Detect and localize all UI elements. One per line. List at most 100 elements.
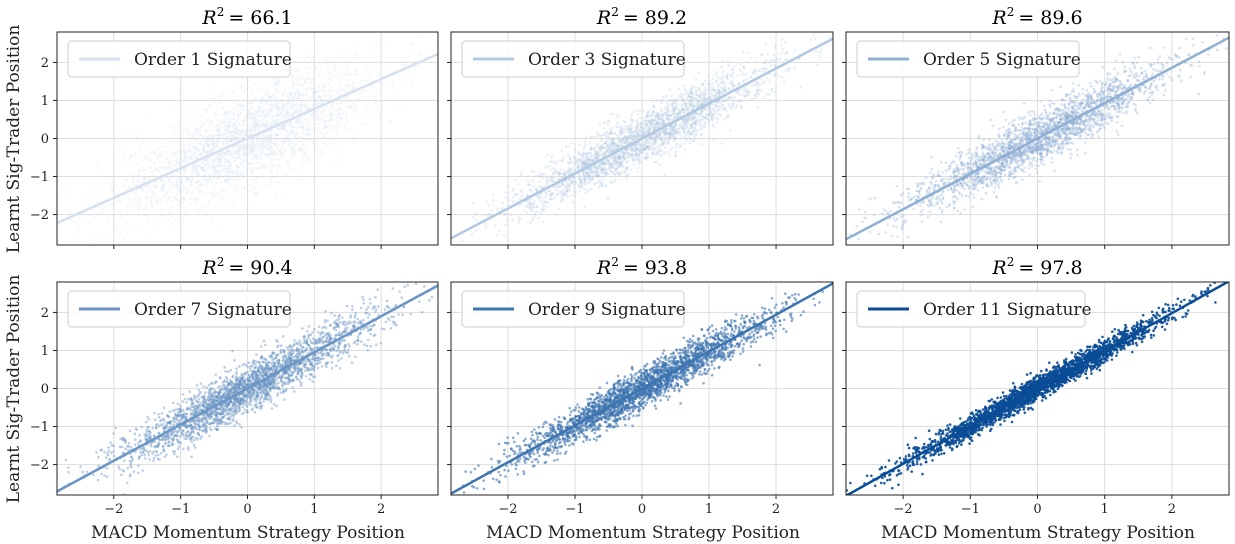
scatter-point xyxy=(654,139,658,143)
scatter-point xyxy=(268,156,272,160)
scatter-point xyxy=(294,136,298,140)
scatter-point xyxy=(273,93,277,96)
scatter-point xyxy=(614,147,617,151)
scatter-point xyxy=(184,148,188,151)
scatter-point xyxy=(563,186,566,190)
scatter-point xyxy=(642,116,646,120)
scatter-point xyxy=(223,164,227,168)
scatter-point xyxy=(259,101,262,105)
scatter-point xyxy=(187,158,191,161)
scatter-point xyxy=(254,175,258,179)
scatter-point xyxy=(375,75,379,78)
scatter-point xyxy=(185,190,189,193)
scatter-point xyxy=(96,201,99,204)
scatter-point xyxy=(250,148,254,152)
scatter-point xyxy=(667,108,670,111)
scatter-point xyxy=(679,144,683,148)
scatter-point xyxy=(731,81,734,84)
scatter-point xyxy=(268,139,272,143)
scatter-point xyxy=(223,152,227,156)
scatter-point xyxy=(253,120,257,123)
scatter-point xyxy=(190,142,193,145)
scatter-point xyxy=(585,152,589,155)
scatter-point xyxy=(620,132,623,135)
scatter-point xyxy=(170,182,174,186)
scatter-point xyxy=(256,181,260,185)
scatter-point xyxy=(230,139,233,142)
scatter-point xyxy=(690,101,694,105)
scatter-point xyxy=(600,171,603,174)
scatter-point xyxy=(186,178,189,181)
scatter-point xyxy=(245,145,249,149)
scatter-point xyxy=(274,139,277,143)
scatter-point xyxy=(243,164,246,168)
scatter-point xyxy=(245,158,249,161)
scatter-point xyxy=(627,136,630,140)
scatter-point xyxy=(181,141,185,144)
scatter-point xyxy=(679,95,683,99)
scatter-point xyxy=(614,154,617,158)
scatter-point xyxy=(684,110,687,114)
scatter-point xyxy=(642,142,646,146)
scatter-point xyxy=(617,153,621,157)
scatter-point xyxy=(666,103,670,107)
scatter-point xyxy=(586,176,589,179)
scatter-point xyxy=(626,173,629,176)
scatter-point xyxy=(186,159,190,162)
scatter-point xyxy=(343,97,346,100)
scatter-point xyxy=(329,79,333,83)
scatter-point xyxy=(299,109,303,112)
scatter-point xyxy=(271,128,274,132)
scatter-point xyxy=(317,123,321,126)
scatter-point xyxy=(235,119,239,122)
scatter-point xyxy=(762,70,766,74)
scatter-point xyxy=(236,149,239,153)
scatter-point xyxy=(683,102,687,105)
scatter-point xyxy=(328,89,332,93)
scatter-point xyxy=(296,118,300,121)
scatter-point xyxy=(540,173,543,176)
scatter-point xyxy=(231,183,234,186)
scatter-point xyxy=(228,170,231,174)
scatter-point xyxy=(264,113,267,116)
scatter-point xyxy=(734,84,738,88)
scatter-point xyxy=(568,169,572,173)
scatter-point xyxy=(227,133,231,137)
scatter-point xyxy=(209,155,212,159)
scatter-point xyxy=(288,132,292,136)
scatter-point xyxy=(673,108,676,112)
scatter-point xyxy=(610,166,613,170)
scatter-point xyxy=(496,207,500,211)
scatter-point xyxy=(744,73,747,76)
scatter-point xyxy=(762,82,765,85)
scatter-point xyxy=(231,156,234,159)
scatter-point xyxy=(638,133,642,136)
scatter-point xyxy=(194,165,198,168)
scatter-point xyxy=(613,144,616,148)
scatter-point xyxy=(270,139,273,143)
y-tick-label: 0 xyxy=(41,132,49,147)
scatter-point xyxy=(581,162,585,166)
scatter-point xyxy=(295,119,298,122)
scatter-point xyxy=(758,69,762,72)
scatter-point xyxy=(354,72,358,76)
scatter-point xyxy=(229,164,232,167)
scatter-point xyxy=(659,118,662,121)
scatter-point xyxy=(234,164,237,167)
scatter-point xyxy=(683,119,687,123)
scatter-point xyxy=(208,134,212,137)
scatter-point xyxy=(276,77,280,81)
scatter-point xyxy=(722,99,726,102)
scatter-point xyxy=(227,131,230,134)
scatter-point xyxy=(631,148,634,151)
scatter-point xyxy=(599,177,602,180)
scatter-point xyxy=(258,107,262,111)
scatter-point xyxy=(546,153,549,157)
scatter-point xyxy=(606,134,609,137)
scatter-point xyxy=(275,112,279,116)
scatter-point xyxy=(155,199,159,202)
scatter-point xyxy=(278,113,281,117)
scatter-point xyxy=(245,145,248,149)
scatter-point xyxy=(252,113,256,117)
scatter-point xyxy=(256,123,259,126)
